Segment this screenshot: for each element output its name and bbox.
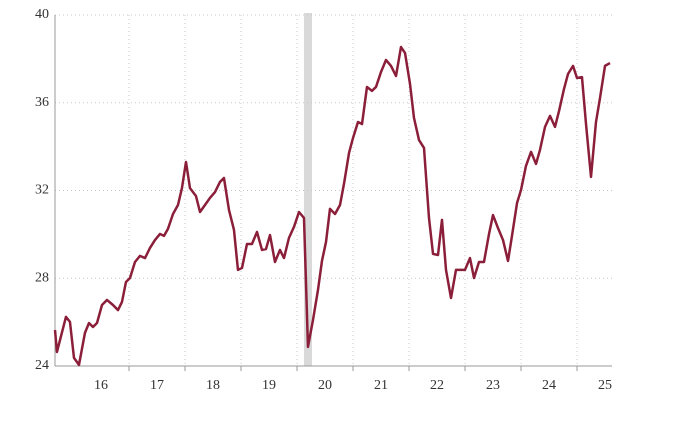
- x-tick-label: 23: [486, 378, 500, 393]
- shaded-period: [303, 13, 312, 366]
- x-tick-label: 16: [94, 378, 108, 393]
- x-tick-label: 21: [374, 378, 388, 393]
- data-line: [53, 45, 611, 367]
- x-tick-label: 17: [150, 378, 164, 393]
- x-tick-label: 19: [262, 378, 276, 393]
- x-tick-label: 24: [542, 378, 556, 393]
- x-tick-label: 20: [318, 378, 332, 393]
- y-tick-label: 24: [35, 358, 49, 373]
- x-tick-label: 22: [430, 378, 444, 393]
- y-tick-label: 36: [35, 95, 49, 110]
- y-tick-label: 28: [35, 270, 49, 285]
- y-tick-label: 32: [35, 183, 49, 198]
- x-tick-label: 25: [598, 378, 612, 393]
- x-tick-label: 18: [206, 378, 220, 393]
- y-tick-label: 40: [35, 7, 49, 22]
